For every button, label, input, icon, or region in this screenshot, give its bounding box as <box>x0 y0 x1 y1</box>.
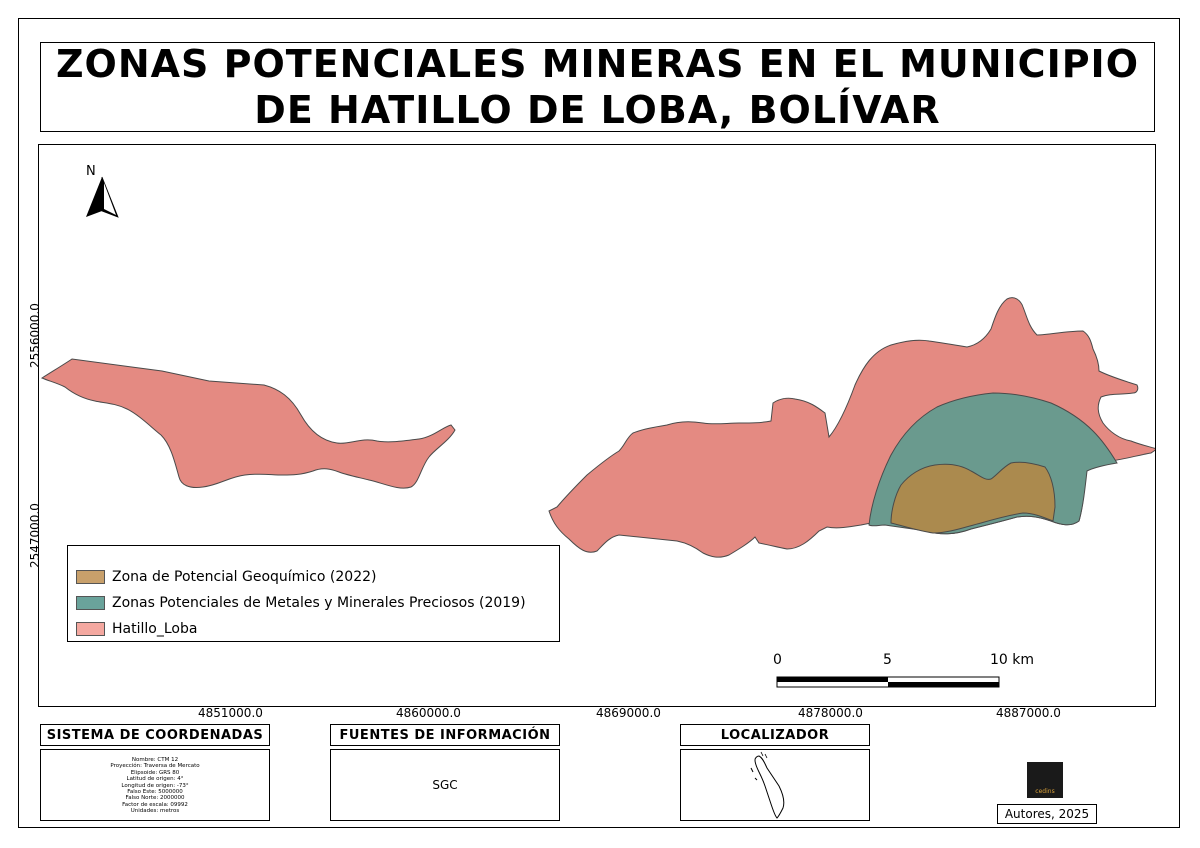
legend-item-geochemical: Zona de Potencial Geoquímico (2022) <box>76 568 376 586</box>
crs-line: Falso Este: 5000000 <box>127 789 183 796</box>
sources-text: SGC <box>432 778 458 792</box>
scale-label-10km: 10 km <box>990 652 1035 668</box>
title-line-2: DE HATILLO DE LOBA, BOLÍVAR <box>254 88 941 132</box>
legend-label: Zona de Potencial Geoquímico (2022) <box>112 569 377 585</box>
sources-box: SGC <box>330 749 560 821</box>
map-legend: Zona de Potencial Geoquímico (2022) Zona… <box>67 545 560 642</box>
y-tick-label: 2547000.0 <box>28 503 42 568</box>
scale-bar <box>776 676 1000 688</box>
north-label: N <box>86 164 96 179</box>
crs-line: Nombre: CTM 12 <box>131 757 179 763</box>
page-frame <box>18 18 1180 828</box>
x-tick-label: 4887000.0 <box>996 706 1061 720</box>
legend-item-precious-metals: Zonas Potenciales de Metales y Minerales… <box>76 594 526 612</box>
locator-box <box>680 749 870 821</box>
crs-box: Nombre: CTM 12 Proyección: Traversa de Me… <box>40 749 270 821</box>
x-tick-label: 4878000.0 <box>798 706 863 720</box>
legend-swatch-municipality <box>76 622 105 636</box>
x-tick-label: 4851000.0 <box>198 706 263 720</box>
institution-logo: cedins <box>1027 762 1063 798</box>
scale-label-5: 5 <box>883 652 892 668</box>
legend-swatch-precious-metals <box>76 596 105 610</box>
legend-label: Zonas Potenciales de Metales y Minerales… <box>112 595 526 611</box>
title-box: ZONAS POTENCIALES MINERAS EN EL MUNICIPI… <box>40 42 1155 132</box>
crs-line: Elipsoide: GRS 80 <box>130 769 180 776</box>
crs-heading: SISTEMA DE COORDENADAS <box>40 724 270 746</box>
crs-line: Falso Norte: 2000000 <box>125 795 185 802</box>
locator-map <box>750 751 785 819</box>
crs-line: Longitud de origen: -73° <box>121 782 189 789</box>
crs-line: Factor de escala: 09992 <box>122 801 188 808</box>
map-canvas[interactable]: N <box>39 145 1156 707</box>
authors-box: Autores, 2025 <box>997 804 1097 824</box>
locator-heading: LOCALIZADOR <box>680 724 870 746</box>
crs-line: Latitud de origen: 4° <box>126 776 184 783</box>
crs-details: Nombre: CTM 12 Proyección: Traversa de Me… <box>41 750 269 815</box>
legend-swatch-geochemical <box>76 570 105 584</box>
legend-item-municipality: Hatillo_Loba <box>76 620 197 638</box>
x-tick-label: 4860000.0 <box>396 706 461 720</box>
logo-text: cedins <box>1035 788 1055 795</box>
crs-line: Unidades: metros <box>130 808 180 815</box>
scale-label-0: 0 <box>773 652 782 668</box>
map-title: ZONAS POTENCIALES MINERAS EN EL MUNICIPI… <box>56 41 1139 133</box>
north-arrow-icon <box>86 176 119 218</box>
y-tick-label: 2556000.0 <box>28 303 42 368</box>
crs-line: Proyección: Traversa de Mercato <box>110 763 200 770</box>
title-line-1: ZONAS POTENCIALES MINERAS EN EL MUNICIPI… <box>55 42 1139 86</box>
legend-label: Hatillo_Loba <box>112 621 198 637</box>
municipality-west-polygon[interactable] <box>40 358 456 489</box>
locator-outline-icon <box>750 755 785 819</box>
sources-heading: FUENTES DE INFORMACIÓN <box>330 724 560 746</box>
x-tick-label: 4869000.0 <box>596 706 661 720</box>
geochemical-zone-polygon[interactable] <box>890 461 1056 534</box>
